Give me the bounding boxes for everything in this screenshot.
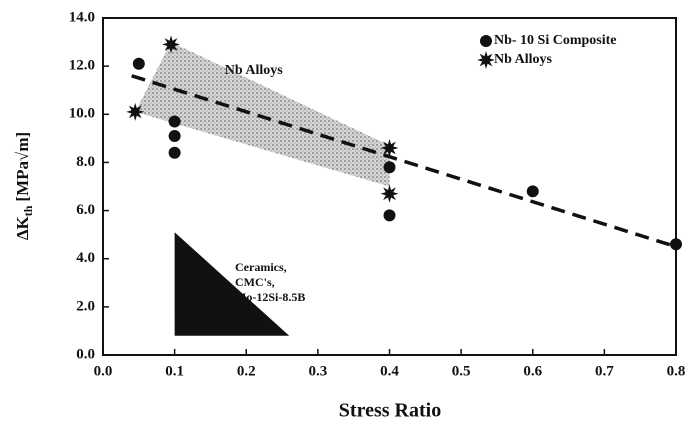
x-tick-label: 0.6 (523, 363, 542, 379)
region-label: CMC's, (235, 275, 275, 289)
y-axis-label-text: ΔKth [MPa√m] (13, 132, 35, 240)
y-tick-label: 10.0 (69, 106, 95, 122)
star-marker (126, 102, 145, 121)
x-tick-label: 0.8 (667, 363, 686, 379)
x-tick-label: 0.4 (380, 363, 399, 379)
star-marker (477, 51, 495, 69)
shaded-band (135, 42, 390, 187)
x-axis-label: Stress Ratio (339, 400, 441, 422)
circle-marker (132, 57, 145, 70)
y-tick-label: 6.0 (76, 202, 95, 218)
circle-marker (383, 161, 396, 174)
y-axis-label: ΔKth [MPa√m] (13, 132, 35, 240)
legend-label: Nb- 10 Si Composite (494, 33, 617, 48)
y-tick-label: 12.0 (69, 58, 95, 74)
circle-marker (480, 35, 492, 47)
circle-marker (168, 129, 181, 142)
y-tick-label: 14.0 (69, 9, 95, 25)
circle-marker (670, 238, 682, 251)
y-tick-label: 0.0 (76, 346, 95, 362)
circle-marker (168, 115, 181, 128)
legend-label: Nb Alloys (494, 52, 553, 67)
region-label: Mo-12Si-8.5B (235, 290, 305, 304)
y-label-unit: [MPa√m] (13, 132, 32, 202)
y-tick-label: 4.0 (76, 250, 95, 266)
x-tick-label: 0.7 (595, 363, 614, 379)
y-label-sub: th (21, 205, 35, 216)
star-marker (380, 184, 399, 203)
circle-marker (526, 185, 539, 198)
region-triangle (174, 232, 290, 336)
band-label: Nb Alloys (225, 63, 284, 78)
circle-marker (168, 146, 181, 159)
x-tick-label: 0.5 (452, 363, 471, 379)
x-tick-label: 0.1 (165, 363, 184, 379)
y-tick-label: 2.0 (76, 298, 95, 314)
star-marker (162, 35, 181, 54)
x-tick-label: 0.2 (237, 363, 256, 379)
x-tick-label: 0.0 (94, 363, 113, 379)
y-tick-label: 8.0 (76, 154, 95, 170)
circle-marker (383, 209, 396, 222)
star-marker (380, 138, 399, 157)
trend-line (131, 74, 677, 249)
x-tick-label: 0.3 (309, 363, 328, 379)
region-label: Ceramics, (235, 260, 287, 274)
y-label-main: ΔK (13, 215, 32, 240)
